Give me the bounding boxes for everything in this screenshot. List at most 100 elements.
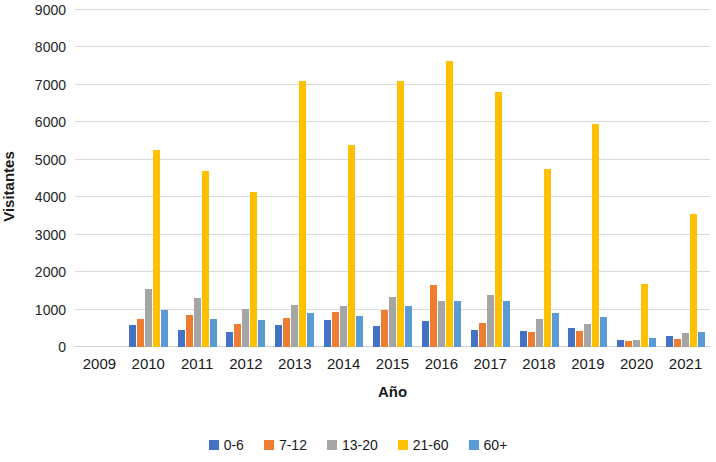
y-tick-label-0: 0 xyxy=(0,339,66,355)
bar-60+-2010 xyxy=(161,310,168,347)
bar-21-60-2018 xyxy=(544,169,551,347)
bar-group-2018 xyxy=(515,10,564,347)
bar-60+-2015 xyxy=(405,306,412,347)
bar-21-60-2021 xyxy=(690,214,697,347)
legend-item-13-20: 13-20 xyxy=(327,437,378,453)
bar-7-12-2019 xyxy=(576,331,583,347)
plot-area xyxy=(75,10,710,347)
bar-group-2010 xyxy=(124,10,173,347)
y-tick-label-8000: 8000 xyxy=(0,39,66,55)
legend-item-0-6: 0-6 xyxy=(209,437,244,453)
bar-group-2021 xyxy=(661,10,710,347)
y-tick-label-2000: 2000 xyxy=(0,264,66,280)
bar-13-20-2011 xyxy=(194,298,201,347)
bar-7-12-2012 xyxy=(234,324,241,347)
bar-60+-2019 xyxy=(600,317,607,347)
x-tick-label-2021: 2021 xyxy=(661,355,710,372)
legend-label: 7-12 xyxy=(279,437,307,453)
legend-swatch-icon xyxy=(327,440,337,450)
bar-60+-2017 xyxy=(503,301,510,347)
legend-item-60+: 60+ xyxy=(469,437,508,453)
bar-group-2014 xyxy=(319,10,368,347)
y-tick-label-5000: 5000 xyxy=(0,152,66,168)
x-axis-ticks: 2009201020112012201320142015201620172018… xyxy=(75,355,710,372)
bar-21-60-2012 xyxy=(250,192,257,347)
bar-7-12-2011 xyxy=(186,315,193,347)
bar-group-2015 xyxy=(368,10,417,347)
bar-0-6-2015 xyxy=(373,326,380,347)
bar-7-12-2016 xyxy=(430,285,437,347)
bar-7-12-2018 xyxy=(528,332,535,347)
x-tick-label-2016: 2016 xyxy=(417,355,466,372)
bar-0-6-2016 xyxy=(422,321,429,347)
legend-item-21-60: 21-60 xyxy=(398,437,449,453)
bar-0-6-2013 xyxy=(275,325,282,347)
bar-21-60-2011 xyxy=(202,171,209,347)
bar-0-6-2012 xyxy=(226,332,233,347)
legend-item-7-12: 7-12 xyxy=(264,437,307,453)
legend-swatch-icon xyxy=(398,440,408,450)
y-tick-label-1000: 1000 xyxy=(0,302,66,318)
bar-13-20-2021 xyxy=(682,333,689,347)
bar-7-12-2020 xyxy=(625,341,632,347)
bar-13-20-2015 xyxy=(389,297,396,347)
bar-13-20-2010 xyxy=(145,289,152,347)
bar-group-2016 xyxy=(417,10,466,347)
bar-13-20-2017 xyxy=(487,295,494,347)
y-tick-label-4000: 4000 xyxy=(0,189,66,205)
bar-7-12-2013 xyxy=(283,318,290,347)
bar-21-60-2013 xyxy=(299,81,306,347)
bar-13-20-2020 xyxy=(633,340,640,347)
bar-60+-2013 xyxy=(307,313,314,347)
bar-chart: Visitantes 01000200030004000500060007000… xyxy=(0,0,716,462)
x-tick-label-2020: 2020 xyxy=(612,355,661,372)
x-tick-label-2014: 2014 xyxy=(319,355,368,372)
bar-0-6-2014 xyxy=(324,320,331,347)
bar-group-2012 xyxy=(222,10,271,347)
bar-13-20-2018 xyxy=(536,319,543,347)
bar-21-60-2015 xyxy=(397,81,404,347)
bar-7-12-2010 xyxy=(137,319,144,347)
bar-21-60-2020 xyxy=(641,284,648,347)
x-tick-label-2012: 2012 xyxy=(222,355,271,372)
bar-0-6-2018 xyxy=(520,331,527,347)
bar-13-20-2012 xyxy=(242,309,249,347)
bar-groups xyxy=(75,10,710,347)
bar-0-6-2021 xyxy=(666,336,673,347)
x-tick-label-2011: 2011 xyxy=(173,355,222,372)
legend-swatch-icon xyxy=(469,440,479,450)
bar-group-2017 xyxy=(466,10,515,347)
x-tick-label-2015: 2015 xyxy=(368,355,417,372)
bar-7-12-2014 xyxy=(332,312,339,347)
bar-group-2011 xyxy=(173,10,222,347)
x-tick-label-2019: 2019 xyxy=(563,355,612,372)
y-tick-label-9000: 9000 xyxy=(0,2,66,18)
bar-60+-2012 xyxy=(258,320,265,347)
y-tick-label-6000: 6000 xyxy=(0,114,66,130)
legend-swatch-icon xyxy=(264,440,274,450)
x-tick-label-2018: 2018 xyxy=(515,355,564,372)
legend-label: 21-60 xyxy=(413,437,449,453)
bar-group-2013 xyxy=(270,10,319,347)
bar-group-2009 xyxy=(75,10,124,347)
legend-label: 0-6 xyxy=(224,437,244,453)
bar-13-20-2014 xyxy=(340,306,347,347)
bar-group-2020 xyxy=(612,10,661,347)
x-tick-label-2017: 2017 xyxy=(466,355,515,372)
bar-21-60-2017 xyxy=(495,92,502,347)
legend-label: 60+ xyxy=(484,437,508,453)
bar-0-6-2020 xyxy=(617,340,624,347)
legend-label: 13-20 xyxy=(342,437,378,453)
bar-60+-2021 xyxy=(698,332,705,347)
bar-0-6-2017 xyxy=(471,330,478,347)
x-axis-title: Año xyxy=(75,383,710,400)
bar-13-20-2019 xyxy=(584,324,591,347)
bar-0-6-2011 xyxy=(178,330,185,347)
bar-60+-2018 xyxy=(552,313,559,347)
x-tick-label-2010: 2010 xyxy=(124,355,173,372)
bar-60+-2020 xyxy=(649,338,656,347)
bar-21-60-2016 xyxy=(446,61,453,347)
bar-21-60-2010 xyxy=(153,150,160,347)
bar-21-60-2014 xyxy=(348,145,355,347)
x-tick-label-2013: 2013 xyxy=(270,355,319,372)
